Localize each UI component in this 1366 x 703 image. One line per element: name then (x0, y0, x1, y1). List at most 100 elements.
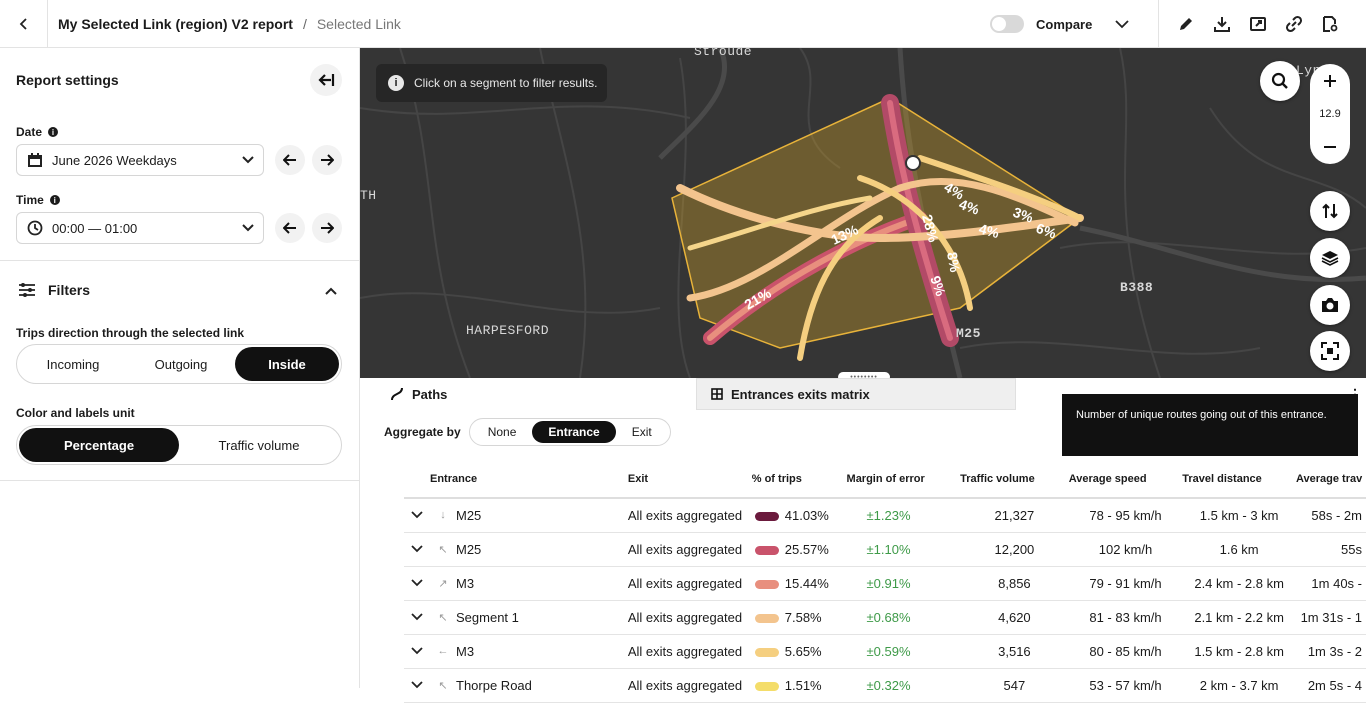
toolbar (1158, 0, 1341, 48)
report-settings-button[interactable] (1319, 13, 1341, 35)
pct-value: 25.57% (784, 541, 829, 557)
time-previous-button[interactable] (275, 213, 305, 243)
share-button[interactable] (1247, 13, 1269, 35)
speed-cell: 79 - 91 km/h (1068, 566, 1183, 601)
tab-entrances-exits-matrix[interactable]: Entrances exits matrix (696, 378, 1016, 410)
expand-row-icon[interactable] (404, 579, 430, 587)
edit-button[interactable] (1175, 13, 1197, 35)
expand-row-icon[interactable] (404, 545, 430, 553)
zoom-level: 12.9 (1319, 108, 1341, 120)
travel-time-cell: 58s - 2m (1295, 498, 1366, 533)
column-header-margin-of-error[interactable]: Margin of error (846, 460, 961, 499)
time-select[interactable]: 00:00 — 01:00 (16, 212, 264, 244)
map-place-label: HARPESFORD (466, 323, 550, 338)
column-header-travel-distance[interactable]: Travel distance (1182, 460, 1296, 499)
chevron-up-icon[interactable] (324, 286, 338, 296)
chevron-down-icon (1115, 20, 1129, 29)
grid-icon (711, 388, 723, 400)
aggregate-option-exit[interactable]: Exit (631, 425, 652, 439)
aggregate-option-none[interactable]: None (487, 425, 517, 439)
matrix-table: Entrance Exit % of trips Margin of error… (404, 460, 1366, 703)
direction-arrow-icon: ↓ (440, 509, 446, 522)
expand-row-icon[interactable] (404, 511, 430, 519)
filters-header[interactable]: Filters (18, 282, 90, 298)
arrow-left-icon (283, 154, 296, 166)
screenshot-button[interactable] (1310, 285, 1350, 325)
collapse-sidebar-button[interactable] (310, 64, 342, 96)
direction-arrow-icon: ↖ (438, 543, 448, 556)
volume-cell: 3,516 (960, 634, 1069, 669)
download-button[interactable] (1211, 13, 1233, 35)
column-header-entrance[interactable]: Entrance (404, 460, 628, 499)
column-header-exit[interactable]: Exit (627, 460, 752, 499)
date-previous-button[interactable] (275, 145, 305, 175)
time-next-button[interactable] (312, 213, 342, 243)
map-view[interactable]: 21% 13% 28% 9% 4% 3% 6% 4% 4% 8% Stroude… (360, 48, 1366, 378)
column-header-average-travel-time[interactable]: Average trav (1295, 460, 1366, 499)
share-icon (1250, 17, 1266, 31)
pct-cell: 25.57% (751, 532, 847, 567)
info-icon[interactable]: i (49, 195, 60, 205)
entrance-name: M3 (456, 643, 475, 659)
selected-link-marker[interactable] (905, 155, 921, 171)
entrance-cell: ← M3 (404, 634, 628, 669)
map-place-label: Stroude (694, 48, 753, 59)
report-title[interactable]: My Selected Link (region) V2 report (58, 16, 293, 32)
expand-header-button[interactable] (1110, 12, 1134, 36)
swap-direction-button[interactable] (1310, 191, 1350, 231)
fit-to-bounds-button[interactable] (1310, 331, 1350, 371)
aggregate-option-entrance[interactable]: Entrance (532, 421, 616, 443)
map-canvas[interactable]: 21% 13% 28% 9% 4% 3% 6% 4% 4% 8% (360, 48, 1366, 378)
segment-label: 9% (927, 274, 949, 299)
resize-handle[interactable]: •••••••• (838, 372, 890, 382)
pct-color-bar (754, 511, 779, 521)
zoom-in-icon[interactable] (1323, 74, 1337, 88)
moe-cell: ±0.59% (846, 634, 961, 669)
chevron-left-icon (19, 18, 27, 30)
map-info-text: Click on a segment to filter results. (414, 76, 598, 90)
expand-row-icon[interactable] (404, 681, 430, 689)
speed-cell: 78 - 95 km/h (1068, 498, 1183, 533)
date-next-button[interactable] (312, 145, 342, 175)
compare-toggle[interactable]: Compare (990, 0, 1092, 48)
volume-cell: 4,620 (960, 600, 1069, 635)
back-button[interactable] (0, 0, 48, 48)
entrance-cell: ↖ Segment 1 (404, 600, 628, 635)
copy-link-button[interactable] (1283, 13, 1305, 35)
unit-option-percentage[interactable]: Percentage (19, 428, 179, 462)
zoom-out-icon[interactable] (1323, 140, 1337, 154)
sliders-icon (19, 283, 35, 297)
date-label-text: Date (16, 125, 43, 139)
tab-paths[interactable]: Paths (390, 378, 447, 410)
column-tooltip: Number of unique routes going out of thi… (1062, 394, 1358, 456)
direction-option-outgoing[interactable]: Outgoing (154, 356, 208, 372)
expand-row-icon[interactable] (404, 613, 430, 621)
toggle-switch[interactable] (990, 15, 1024, 33)
direction-arrow-icon: ↖ (438, 611, 448, 624)
map-search-button[interactable] (1260, 61, 1300, 101)
breadcrumb: My Selected Link (region) V2 report / Se… (58, 0, 401, 48)
column-header-pct-trips[interactable]: % of trips (751, 460, 847, 499)
entrance-name: Segment 1 (456, 609, 519, 625)
divider (0, 480, 359, 481)
expand-row-icon[interactable] (404, 647, 430, 655)
column-header-traffic-volume[interactable]: Traffic volume (960, 460, 1069, 499)
unit-option-traffic-volume[interactable]: Traffic volume (218, 437, 300, 453)
table-row[interactable]: ← M3 All exits aggregated 5.65% ±0.59% 3… (404, 634, 1366, 669)
travel-time-cell: 1m 3s - 2 (1295, 634, 1366, 669)
info-icon[interactable]: i (48, 127, 59, 137)
table-row[interactable]: ↖ M25 All exits aggregated 25.57% ±1.10%… (404, 532, 1366, 567)
date-select[interactable]: June 2026 Weekdays (16, 144, 264, 176)
table-row[interactable]: ↓ M25 All exits aggregated 41.03% ±1.23%… (404, 498, 1366, 533)
table-row[interactable]: ↗ M3 All exits aggregated 15.44% ±0.91% … (404, 566, 1366, 601)
map-layers-button[interactable] (1310, 238, 1350, 278)
direction-option-incoming[interactable]: Incoming (46, 356, 100, 372)
document-settings-icon (1323, 16, 1338, 32)
sidebar-title: Report settings (16, 72, 119, 88)
direction-option-inside[interactable]: Inside (235, 347, 339, 381)
column-header-average-speed[interactable]: Average speed (1068, 460, 1183, 499)
table-row[interactable]: ↖ Thorpe Road All exits aggregated 1.51%… (404, 668, 1366, 703)
direction-arrow-icon: ↖ (438, 679, 448, 692)
exit-cell: All exits aggregated (627, 566, 752, 601)
table-row[interactable]: ↖ Segment 1 All exits aggregated 7.58% ±… (404, 600, 1366, 635)
